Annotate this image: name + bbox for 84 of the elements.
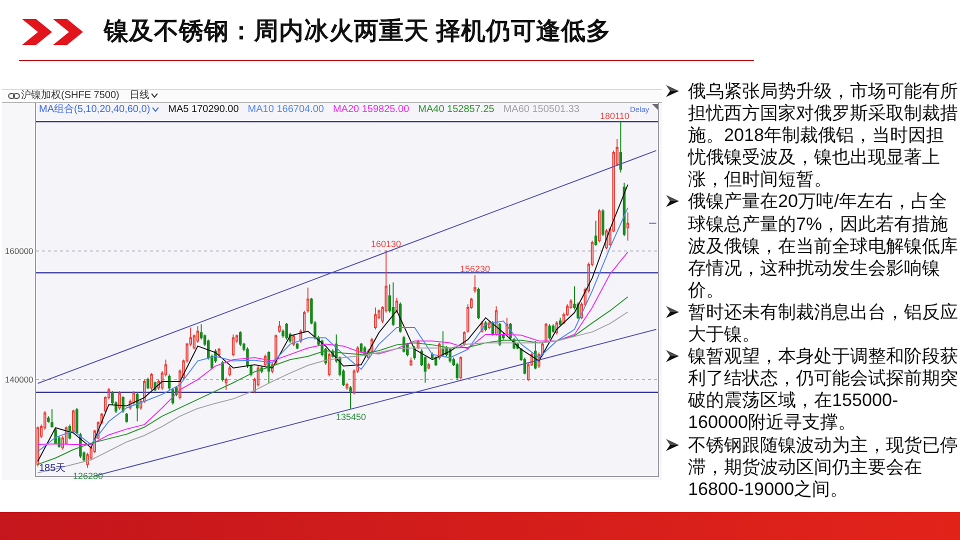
candlestick <box>346 382 348 390</box>
candlestick <box>612 150 615 233</box>
candlestick <box>302 310 306 334</box>
candlestick <box>44 410 46 430</box>
candlestick <box>442 330 444 357</box>
candlestick <box>466 304 470 334</box>
text: MA60 150501.33 <box>503 104 580 115</box>
candlestick <box>566 304 569 316</box>
candlestick <box>296 342 299 350</box>
candlestick <box>196 326 200 344</box>
candlestick <box>360 342 363 354</box>
candlestick <box>164 359 168 377</box>
candlestick <box>544 322 548 344</box>
candlestick <box>349 385 352 410</box>
text: 俄乌紧张局势升级，市场可能有所担忧西方国家对俄罗斯采取制裁措施。2018年制裁俄铝，当时因担忧俄镍受波及，镍也出现显著上涨，但时间短暂。 <box>688 81 958 190</box>
candlestick <box>477 287 480 320</box>
text: MA5 170290.00 <box>168 104 239 115</box>
candlestick <box>136 392 139 422</box>
candlestick <box>221 360 224 382</box>
annotation: 126280 <box>73 471 104 481</box>
candlestick <box>619 121 622 173</box>
candlestick <box>239 330 242 347</box>
candlestick <box>352 368 356 395</box>
text: 俄镍产量在20万吨/年左右，占全球镍总产量的7%，因此若有措施波及俄镍，在当前全球电解镍低库存情况，这种扰动发生会影响镍价。 <box>688 191 958 300</box>
line-series <box>37 252 628 445</box>
candlestick <box>602 208 604 237</box>
y-tick-label: 140000 <box>4 374 34 385</box>
legend-title: MA组合(5,10,20,40,60,0) <box>39 104 150 115</box>
candlestick <box>470 297 473 310</box>
candlestick <box>218 348 220 357</box>
candlestick <box>374 307 377 330</box>
chart-subtitle: 沪镍加权(SHFE 7500) <box>21 90 120 101</box>
text: 不锈钢跟随镍波动为主，现货已停滞，期货波动区间仍主要会在16800-19000之间。 <box>688 434 958 499</box>
candlestick <box>306 287 310 314</box>
candlestick <box>285 322 288 340</box>
candlestick <box>54 427 57 445</box>
candlestick <box>570 298 572 310</box>
candlestick <box>50 408 54 428</box>
y-tick-label: 160000 <box>4 246 34 256</box>
candlestick <box>192 334 196 350</box>
candlestick <box>143 379 146 404</box>
text: 暂时还未有制裁消息出台，铝反应大于镍。 <box>688 302 958 344</box>
candlestick <box>598 208 601 244</box>
candlestick <box>228 366 232 377</box>
annotation: 185天 <box>39 463 66 474</box>
candlestick <box>150 372 153 390</box>
candlestick <box>427 362 430 370</box>
candlestick <box>253 377 256 394</box>
annotation: 180110 <box>600 111 630 121</box>
text: 镍暂观望，本身处于调整和阶段获利了结状态，仍可能会试探前期突破的震荡区域，在155000-160000附近寻支撑。 <box>688 346 958 432</box>
candlestick <box>410 357 412 367</box>
text: MA40 152857.25 <box>418 104 494 115</box>
candlestick <box>616 138 618 167</box>
candlestick <box>378 308 380 320</box>
candlestick <box>224 377 228 390</box>
annotation: 156230 <box>460 264 490 274</box>
candlestick <box>548 324 551 340</box>
candlestick <box>278 320 281 334</box>
candlestick <box>232 334 235 357</box>
candlestick <box>474 274 476 294</box>
candlestick <box>146 377 150 390</box>
candlestick <box>86 452 89 468</box>
candlestick <box>459 356 462 380</box>
candlestick <box>107 387 110 400</box>
candlestick <box>235 334 238 344</box>
candlestick <box>558 317 562 327</box>
candlestick <box>392 282 395 327</box>
candlestick <box>118 390 121 410</box>
candlestick <box>125 412 128 424</box>
candlestick <box>590 240 594 267</box>
annotation: 135450 <box>336 412 366 422</box>
text: MA10 166704.00 <box>248 104 324 115</box>
candlestick <box>186 342 188 364</box>
text: MA20 159825.00 <box>332 104 410 115</box>
candlestick <box>384 250 388 314</box>
candlestick <box>594 220 598 246</box>
candlestick <box>40 424 43 439</box>
candlestick <box>626 212 630 242</box>
candlestick <box>381 306 384 324</box>
annotation: 160130 <box>371 239 402 249</box>
text: 日线 <box>129 90 150 101</box>
chart-title: 镍及不锈钢：周内冰火两重天 择机仍可逢低多 <box>104 17 611 47</box>
candlestick <box>526 362 530 382</box>
candlestick <box>189 326 192 347</box>
